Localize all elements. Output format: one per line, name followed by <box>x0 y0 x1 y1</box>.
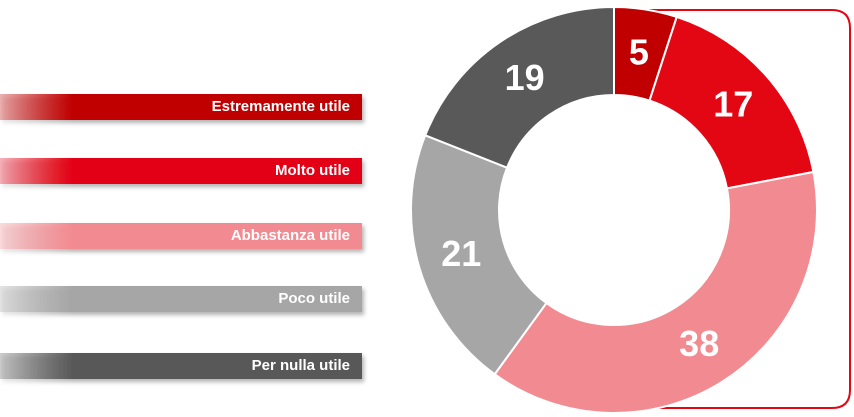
data-label: 5 <box>629 31 649 72</box>
legend-label: Poco utile <box>278 290 350 307</box>
donut: 5 17 38 21 19 <box>410 5 818 414</box>
legend-label: Estremamente utile <box>212 98 350 115</box>
legend-swatch <box>0 94 362 120</box>
data-label: 38 <box>679 323 719 364</box>
donut-slice <box>648 15 815 190</box>
legend-swatch <box>0 158 362 184</box>
legend-swatch <box>0 353 362 379</box>
bracket <box>632 9 851 409</box>
donut-slice <box>493 170 818 414</box>
legend-label: Per nulla utile <box>252 357 350 374</box>
donut-slice <box>410 133 548 376</box>
legend-swatch <box>0 286 362 312</box>
donut-slice <box>423 5 615 169</box>
data-label: 21 <box>441 233 481 274</box>
legend-label: Abbastanza utile <box>231 227 350 244</box>
legend-swatch <box>0 223 362 249</box>
legend: Estremamente utile Molto utile Abbastanza … <box>0 94 362 379</box>
data-label: 19 <box>505 57 545 98</box>
data-label: 17 <box>713 83 753 124</box>
legend-label: Molto utile <box>275 162 350 179</box>
